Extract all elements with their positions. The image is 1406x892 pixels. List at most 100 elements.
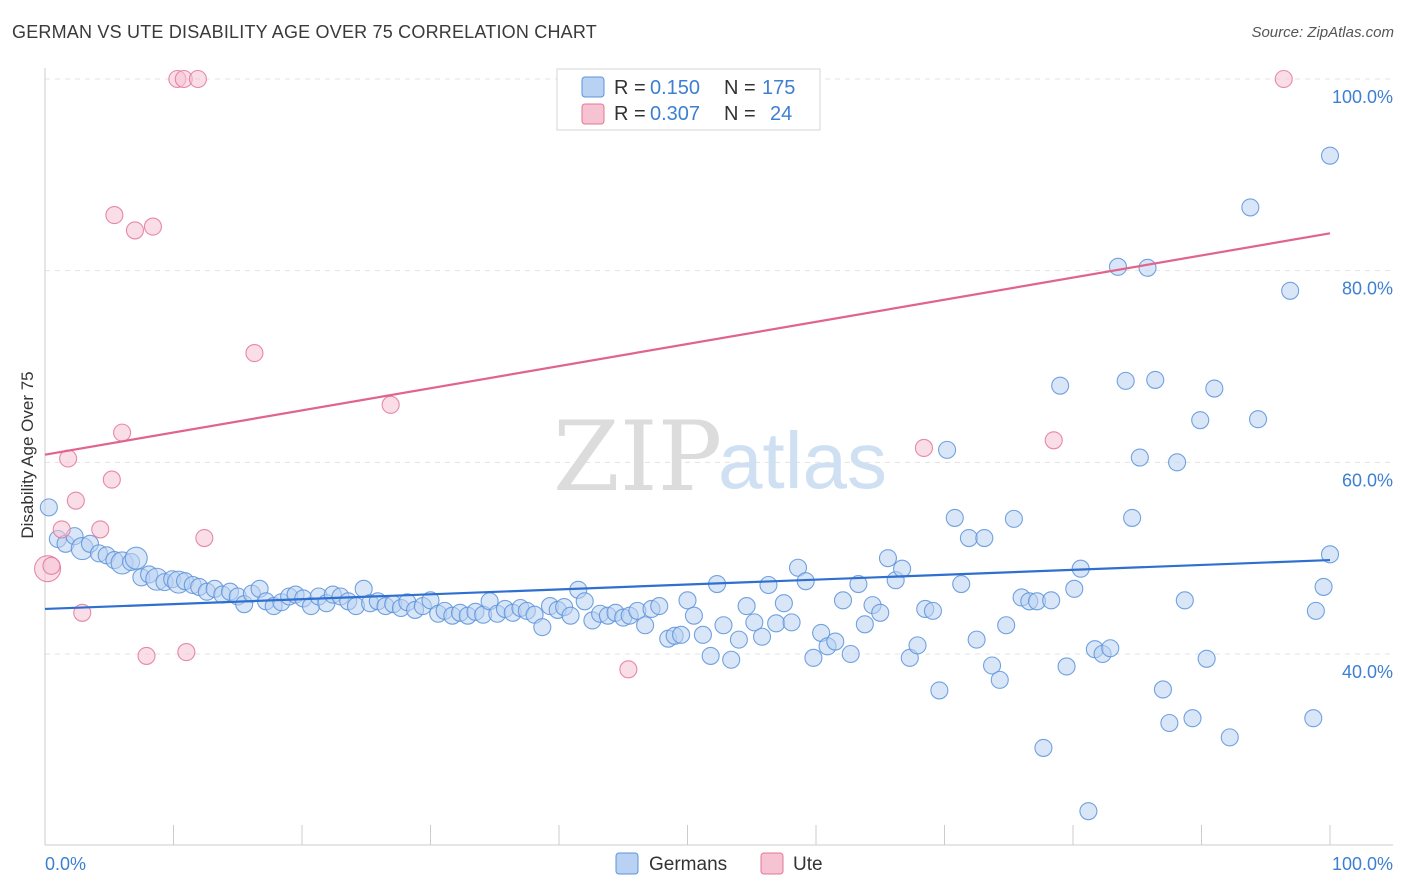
ute-point	[381, 395, 400, 414]
german-point	[752, 627, 772, 646]
y-tick-label: 80.0%	[1342, 279, 1393, 299]
german-point	[1004, 509, 1023, 528]
stats-legend: R = 0.150 N = 175 R = 0.307 N = 24	[556, 68, 821, 131]
ute-swatch	[581, 103, 605, 125]
german-r-label: R =	[614, 77, 646, 99]
ute-trend-line	[44, 232, 1331, 456]
ute-n-label: N =	[724, 103, 756, 125]
ute-point	[91, 520, 110, 539]
german-point	[759, 575, 778, 595]
german-point	[908, 636, 927, 655]
german-point	[1138, 258, 1157, 277]
german-point	[1241, 198, 1260, 217]
german-points	[39, 146, 1340, 821]
german-point	[871, 603, 890, 622]
german-point	[678, 591, 697, 610]
german-point	[701, 646, 720, 665]
german-n-label: N =	[724, 77, 756, 99]
legend-ute-swatch	[760, 852, 784, 875]
german-point	[39, 498, 58, 517]
german-point	[849, 574, 868, 594]
german-point	[672, 625, 691, 644]
german-point	[959, 528, 978, 548]
german-point	[788, 558, 808, 577]
german-point	[878, 549, 898, 568]
german-point	[737, 597, 756, 616]
ute-point	[619, 660, 638, 679]
y-tick-label: 40.0%	[1342, 662, 1393, 682]
german-point	[1101, 639, 1120, 658]
german-point	[714, 616, 733, 635]
ute-point	[102, 470, 121, 489]
watermark-zip: ZIP	[553, 401, 722, 513]
german-point	[745, 613, 764, 632]
source-credit: Source: ZipAtlas.com	[1251, 24, 1394, 41]
german-point	[841, 644, 860, 664]
y-tick-label: 60.0%	[1342, 470, 1393, 490]
german-point	[684, 606, 703, 625]
german-point	[1153, 680, 1172, 699]
watermark-atlas: atlas	[718, 416, 887, 505]
german-point	[1304, 709, 1323, 728]
german-point	[1079, 802, 1098, 821]
german-point	[729, 630, 748, 649]
ute-point	[105, 206, 124, 225]
german-point	[650, 597, 669, 616]
ute-point	[245, 344, 264, 363]
german-point	[722, 650, 741, 669]
trend-lines	[44, 232, 1331, 611]
german-point	[782, 613, 801, 632]
ute-point	[188, 69, 207, 89]
german-point	[1160, 713, 1179, 733]
tick-labels: 0.0% 100.0% 40.0% 60.0% 80.0% 100.0%	[45, 87, 1393, 874]
german-point	[855, 615, 874, 634]
ute-n-value: 24	[770, 103, 792, 125]
german-point	[421, 591, 440, 610]
german-point	[1220, 728, 1239, 747]
german-point	[1314, 577, 1333, 596]
y-axis-title: Disability Age Over 75	[18, 371, 37, 538]
german-point	[804, 648, 823, 667]
german-point	[561, 606, 580, 625]
ute-point	[125, 221, 144, 240]
ute-point	[52, 520, 71, 539]
series-legend: Germans Ute	[615, 852, 823, 875]
legend-germans-swatch	[615, 852, 639, 875]
german-trend-line	[44, 558, 1331, 611]
german-point	[1051, 376, 1070, 395]
german-point	[1034, 738, 1053, 757]
watermark: ZIP atlas	[553, 401, 887, 513]
german-point	[124, 546, 148, 570]
german-point	[533, 618, 552, 637]
german-point	[1191, 411, 1210, 430]
german-point	[1042, 591, 1061, 610]
german-point	[826, 632, 845, 651]
german-point	[1320, 545, 1340, 564]
german-point	[1108, 257, 1128, 276]
ute-point	[195, 528, 214, 548]
german-swatch	[581, 76, 605, 98]
german-point	[1130, 448, 1149, 467]
ute-points	[34, 69, 1293, 679]
german-point	[1306, 601, 1325, 620]
ute-r-label: R =	[614, 103, 646, 125]
german-point	[1057, 657, 1076, 676]
legend-germans-label: Germans	[649, 854, 727, 875]
chart-title: GERMAN VS UTE DISABILITY AGE OVER 75 COR…	[12, 22, 597, 42]
ute-point	[1044, 431, 1063, 450]
german-point	[975, 528, 994, 548]
german-point	[1281, 281, 1300, 300]
german-n-value: 175	[762, 77, 795, 99]
y-tick-label: 100.0%	[1332, 87, 1393, 107]
german-point	[990, 670, 1009, 689]
x-tick-label: 0.0%	[45, 854, 86, 874]
german-r-value: 0.150	[650, 77, 700, 99]
german-point	[938, 440, 957, 459]
german-point	[982, 656, 1002, 675]
ute-point	[1274, 69, 1293, 89]
german-point	[893, 559, 912, 578]
german-point	[774, 594, 793, 613]
ute-point	[914, 438, 933, 458]
german-point	[693, 625, 712, 644]
german-point	[833, 591, 853, 610]
